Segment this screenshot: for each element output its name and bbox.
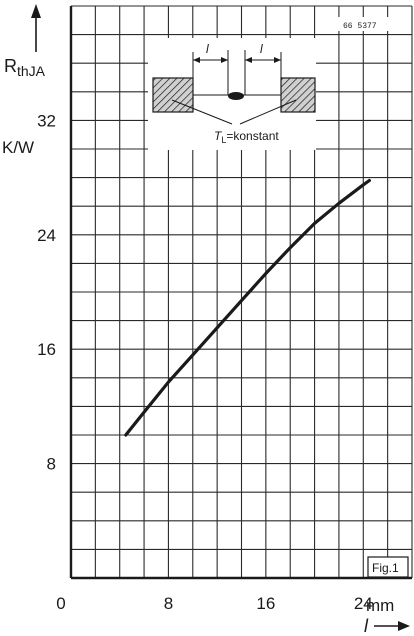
doc-code-bg xyxy=(326,17,400,31)
x-tick-label: 0 xyxy=(56,594,65,613)
inset-pointer-right xyxy=(239,99,297,125)
inset-pointer-left xyxy=(171,99,233,125)
doc-code: 66 5377 xyxy=(343,22,377,31)
y-tick-label: 32 xyxy=(37,111,56,130)
figure-label: Fig.1 xyxy=(372,561,399,575)
x-axis-label: l xyxy=(364,616,410,636)
inset-dim-arrow-right-a xyxy=(245,57,252,63)
x-axis-arrow-head xyxy=(398,621,410,631)
tick-labels: 0 8 16 24 8 16 24 32 xyxy=(37,111,373,613)
x-tick-label: 8 xyxy=(164,594,173,613)
y-tick-label: 16 xyxy=(37,340,56,359)
figure-label-box: Fig.1 xyxy=(367,556,409,578)
series-line xyxy=(124,178,371,437)
y-tick-label: 8 xyxy=(47,455,56,474)
inset-right-block xyxy=(280,77,316,113)
inset-label-l2: l xyxy=(260,42,263,56)
inset-dim-arrow-left-a xyxy=(193,57,200,63)
inset-formula-main: T xyxy=(214,129,223,143)
inset-dim-arrow-left-b xyxy=(221,57,228,63)
inset-device-body xyxy=(228,92,244,100)
series-layer xyxy=(124,178,371,437)
inset-dim-arrow-right-b xyxy=(274,57,281,63)
figure-label-frame xyxy=(367,556,409,578)
y-axis-arrow-head xyxy=(31,4,41,18)
y-axis-label-sub: thJA xyxy=(17,63,46,79)
y-axis-label: RthJA xyxy=(4,4,46,79)
svg-text:RthJA: RthJA xyxy=(4,56,46,79)
inset-label-l1: l xyxy=(206,42,209,56)
x-tick-label: 16 xyxy=(256,594,275,613)
y-unit-label: K/W xyxy=(2,138,34,157)
x-axis-label-text: l xyxy=(364,616,369,636)
inset-formula: TL=konstant xyxy=(214,129,279,145)
inset-diagram: l l TL=konstant xyxy=(148,38,316,150)
inset-left-block xyxy=(152,77,194,113)
x-tick-label: 24 xyxy=(354,594,373,613)
y-axis-label-main: R xyxy=(4,56,17,76)
axes xyxy=(69,6,412,580)
x-unit-label: mm xyxy=(366,596,394,615)
y-tick-label: 24 xyxy=(37,226,56,245)
inset-formula-sub: L xyxy=(221,135,226,145)
inset-formula-rest: =konstant xyxy=(226,129,279,143)
